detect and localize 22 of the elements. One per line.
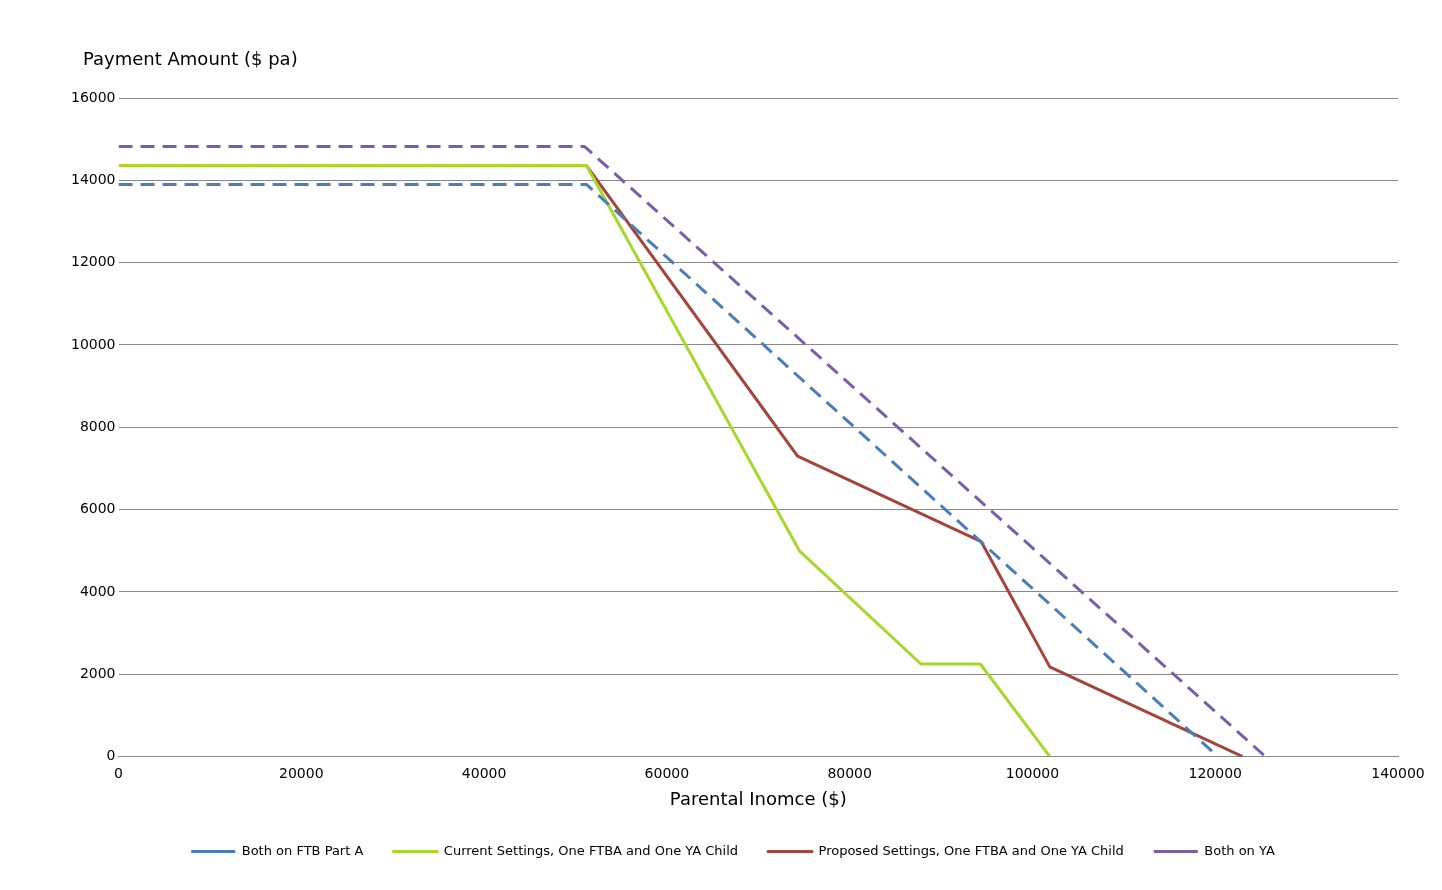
legend-label: Both on YA: [1204, 842, 1275, 858]
x-tick-label: 140000: [1371, 764, 1425, 781]
x-tick-label: 60000: [644, 764, 690, 781]
y-tick-label: 14000: [70, 170, 116, 187]
x-tick-label: 80000: [827, 764, 872, 781]
x-axis-title: Parental Inomce ($): [669, 787, 847, 809]
y-tick-label: 4000: [79, 582, 116, 599]
y-axis-title: Payment Amount ($ pa): [83, 47, 298, 69]
y-tick-label: 16000: [70, 88, 116, 105]
x-tick-label: 20000: [279, 764, 324, 781]
y-tick-label: 6000: [79, 500, 116, 517]
y-tick-label: 10000: [70, 335, 116, 352]
y-tick-label: 0: [106, 747, 116, 764]
y-tick-label: 8000: [79, 417, 116, 434]
x-tick-label: 40000: [461, 764, 507, 781]
y-tick-label: 2000: [79, 664, 116, 681]
y-tick-label: 12000: [70, 253, 116, 270]
legend-label: Proposed Settings, One FTBA and One YA Child: [818, 842, 1124, 858]
legend-label: Current Settings, One FTBA and One YA Child: [443, 842, 739, 858]
x-tick-label: 100000: [1005, 764, 1060, 781]
x-tick-label: 120000: [1188, 764, 1242, 781]
legend-label: Both on FTB Part A: [241, 842, 364, 858]
